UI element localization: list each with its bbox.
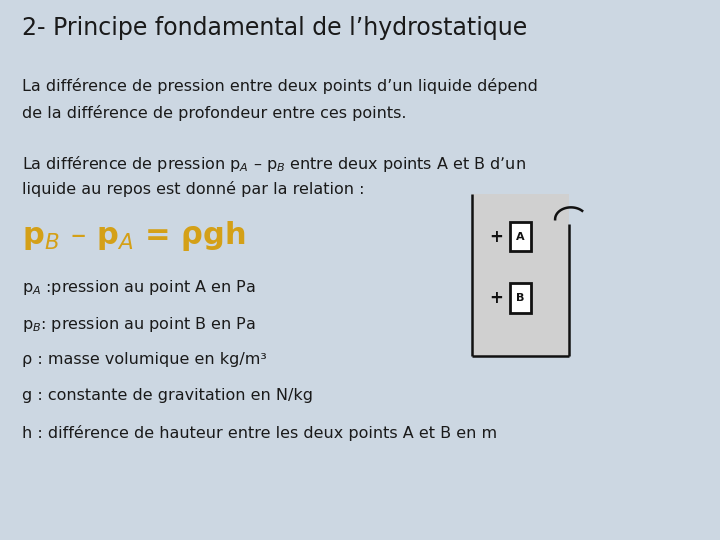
- Text: 2- Principe fondamental de l’hydrostatique: 2- Principe fondamental de l’hydrostatiq…: [22, 16, 527, 40]
- Text: p$_A$ :pression au point A en Pa: p$_A$ :pression au point A en Pa: [22, 278, 256, 297]
- Text: liquide au repos est donné par la relation :: liquide au repos est donné par la relati…: [22, 181, 364, 197]
- Text: g : constante de gravitation en N/kg: g : constante de gravitation en N/kg: [22, 388, 312, 403]
- Bar: [472, 194, 569, 356]
- FancyBboxPatch shape: [510, 221, 531, 251]
- Text: p$_B$: pression au point B en Pa: p$_B$: pression au point B en Pa: [22, 315, 256, 334]
- Text: La différence de pression entre deux points d’un liquide dépend: La différence de pression entre deux poi…: [22, 78, 537, 94]
- Text: ρ : masse volumique en kg/m³: ρ : masse volumique en kg/m³: [22, 352, 266, 367]
- Text: B: B: [516, 293, 525, 303]
- Text: La différence de pression p$_A$ – p$_B$ entre deux points A et B d’un: La différence de pression p$_A$ – p$_B$ …: [22, 154, 526, 174]
- Text: A: A: [516, 232, 525, 241]
- Text: h : différence de hauteur entre les deux points A et B en m: h : différence de hauteur entre les deux…: [22, 425, 497, 441]
- Text: +: +: [490, 289, 503, 307]
- Text: p$_B$ – p$_A$ = ρgh: p$_B$ – p$_A$ = ρgh: [22, 219, 245, 253]
- Text: de la différence de profondeur entre ces points.: de la différence de profondeur entre ces…: [22, 105, 406, 122]
- FancyBboxPatch shape: [510, 283, 531, 313]
- Text: +: +: [490, 227, 503, 246]
